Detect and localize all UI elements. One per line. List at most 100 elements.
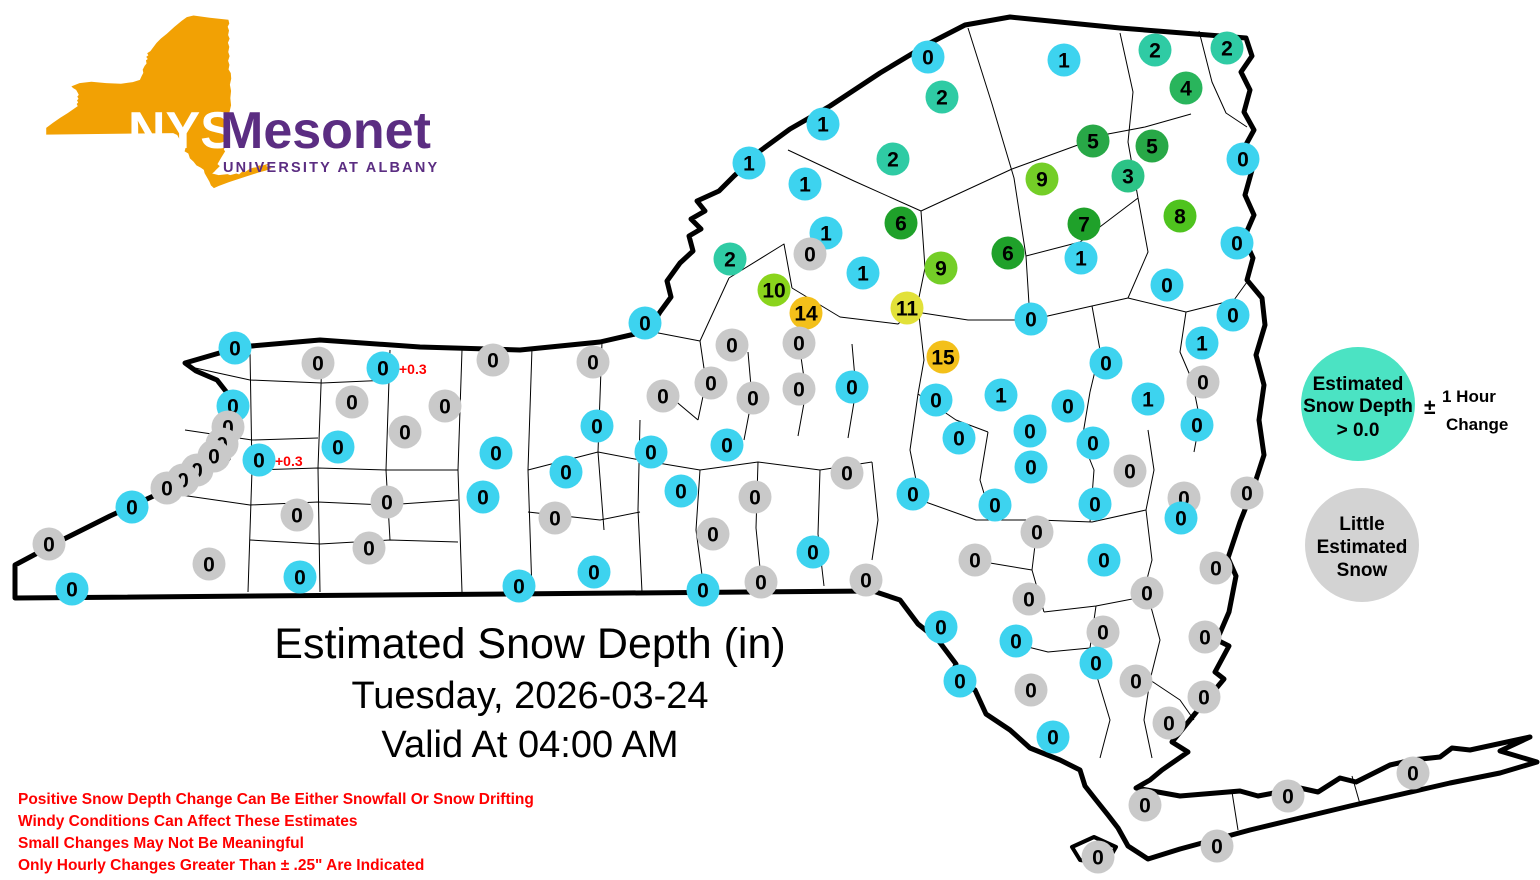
station-circle xyxy=(984,378,1018,412)
county-line xyxy=(1147,595,1161,681)
station-circle xyxy=(1079,646,1113,680)
station-circle xyxy=(978,488,1012,522)
station-value: 0 xyxy=(346,392,358,415)
station-point: 1 xyxy=(1185,326,1219,360)
county-borders xyxy=(159,27,1361,831)
station-circle xyxy=(789,296,823,330)
station-value: 0 xyxy=(588,562,600,585)
station-value: 0 xyxy=(705,373,717,396)
station-value: 0 xyxy=(490,443,502,466)
station-value: 0 xyxy=(707,524,719,547)
county-line xyxy=(1351,775,1361,805)
county-line xyxy=(871,461,879,561)
station-value: 0 xyxy=(860,570,872,593)
station-circle xyxy=(696,517,730,551)
station-point: 2 xyxy=(713,242,747,276)
station-point: 0 xyxy=(1113,454,1147,488)
station-circle xyxy=(1185,326,1219,360)
station-value: 0 xyxy=(1130,671,1142,694)
station-point: 0 xyxy=(388,415,422,449)
station-circle xyxy=(1014,673,1048,707)
station-value: 0 xyxy=(177,470,189,493)
station-value: 5 xyxy=(1146,136,1158,159)
station-circle xyxy=(849,563,883,597)
station-circle xyxy=(876,142,910,176)
station-value: 1 xyxy=(1142,389,1154,412)
station-value: 11 xyxy=(896,298,919,321)
station-circle xyxy=(283,560,317,594)
county-line xyxy=(527,451,641,471)
station-circle xyxy=(1119,664,1153,698)
station-point: 0 xyxy=(628,306,662,340)
station-point: 0 xyxy=(1051,389,1085,423)
station-value: 6 xyxy=(895,213,907,236)
station-point: 0 xyxy=(502,569,536,603)
station-point: 2 xyxy=(876,142,910,176)
station-circle xyxy=(924,251,958,285)
station-value: 9 xyxy=(1036,169,1048,192)
station-point: 0 xyxy=(634,435,668,469)
station-point: 9 xyxy=(1025,162,1059,196)
station-circle xyxy=(1076,124,1110,158)
station-circle xyxy=(958,543,992,577)
station-point: 0 xyxy=(1216,298,1250,332)
station-point: 0 xyxy=(1230,476,1264,510)
station-point: 0 xyxy=(646,379,680,413)
station-value: 0 xyxy=(439,396,451,419)
station-circle xyxy=(664,474,698,508)
station-value: 0 xyxy=(363,538,375,561)
station-point: 0 xyxy=(664,474,698,508)
station-circle xyxy=(502,569,536,603)
station-point: 15 xyxy=(926,340,960,374)
station-circle xyxy=(577,555,611,589)
station-circle xyxy=(890,291,924,325)
station-value: 0 xyxy=(1407,763,1419,786)
station-value: 0 xyxy=(291,505,303,528)
station-point: 0 xyxy=(942,421,976,455)
station-value: 6 xyxy=(1002,243,1014,266)
station-value: 0 xyxy=(1199,627,1211,650)
county-line xyxy=(728,243,793,289)
station-point: 0 xyxy=(280,498,314,532)
legend-snow-line1: Estimated xyxy=(1313,374,1404,395)
county-line xyxy=(967,27,1031,321)
station-value: 0 xyxy=(1097,622,1109,645)
station-circle xyxy=(634,435,668,469)
station-value: 0 xyxy=(755,572,767,595)
nys-logo-shape xyxy=(46,15,272,189)
legend-snow-line2: Snow Depth xyxy=(1303,396,1413,417)
station-circle xyxy=(713,242,747,276)
station-value: 0 xyxy=(793,333,805,356)
station-value: 0 xyxy=(1161,275,1173,298)
station-value: 1 xyxy=(995,385,1007,408)
station-circle xyxy=(846,256,880,290)
station-point: 0 xyxy=(1079,646,1113,680)
station-circle xyxy=(1064,241,1098,275)
station-circle xyxy=(999,624,1033,658)
station-value: 0 xyxy=(377,358,389,381)
station-value: 0 xyxy=(1092,847,1104,870)
station-value: 0 xyxy=(749,487,761,510)
station-value: 0 xyxy=(229,338,241,361)
station-point: 0 xyxy=(192,547,226,581)
station-value: 0 xyxy=(1163,713,1175,736)
station-value: 1 xyxy=(1196,333,1208,356)
station-value: 0 xyxy=(477,487,489,510)
station-point: 1 xyxy=(806,107,840,141)
state-border xyxy=(12,14,1540,862)
legend-little-line1: Little xyxy=(1339,514,1384,535)
station-point: 10 xyxy=(757,273,791,307)
station-point: 0 xyxy=(924,610,958,644)
station-point: 0 xyxy=(1396,756,1430,790)
station-point: 0 xyxy=(283,560,317,594)
station-point: 0 xyxy=(1187,680,1221,714)
station-point: 0 xyxy=(370,485,404,519)
station-value: 0 xyxy=(1210,558,1222,581)
station-value: 1 xyxy=(857,263,869,286)
station-value: 0 xyxy=(591,416,603,439)
station-circle xyxy=(896,477,930,511)
station-point: 6 xyxy=(991,236,1025,270)
county-line xyxy=(185,365,391,384)
station-circle xyxy=(1130,576,1164,610)
